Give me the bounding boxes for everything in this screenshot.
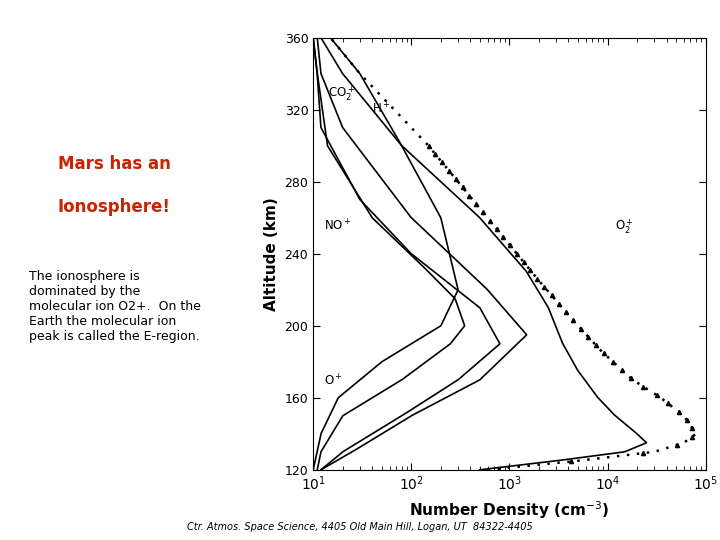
Text: O$^+$: O$^+$ [325,373,343,388]
Y-axis label: Altitude (km): Altitude (km) [264,197,279,310]
Text: Mars has an: Mars has an [58,155,171,173]
Text: H$^+$: H$^+$ [372,101,391,117]
Text: NO$^+$: NO$^+$ [325,218,352,233]
Text: O$_2^+$: O$_2^+$ [616,218,634,237]
Text: Ionosphere!: Ionosphere! [58,198,171,216]
X-axis label: Number Density (cm$^{-3}$): Number Density (cm$^{-3}$) [409,499,610,521]
Text: The ionosphere is
dominated by the
molecular ion O2+.  On the
Earth the molecula: The ionosphere is dominated by the molec… [29,270,201,343]
Text: Ctr. Atmos. Space Science, 4405 Old Main Hill, Logan, UT  84322-4405: Ctr. Atmos. Space Science, 4405 Old Main… [187,522,533,532]
Text: CO$_2^+$: CO$_2^+$ [328,84,355,103]
